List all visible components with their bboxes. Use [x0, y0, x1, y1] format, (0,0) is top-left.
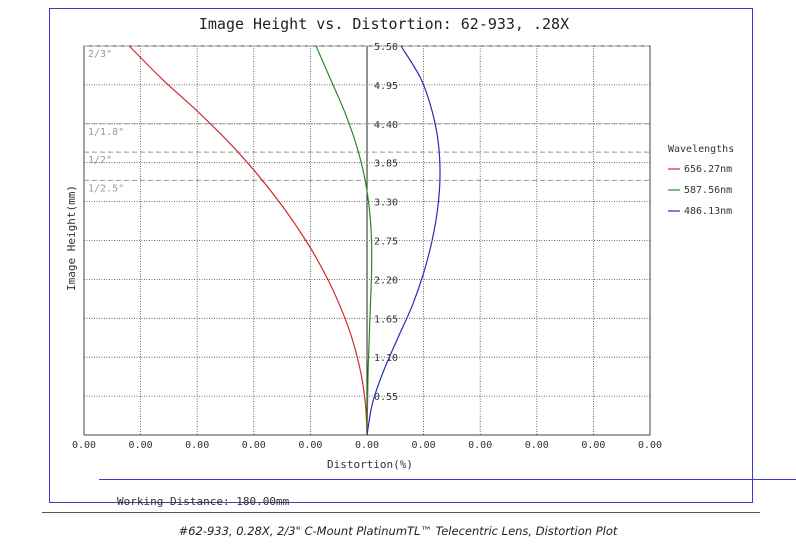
- x-tick-label: 0.00: [581, 440, 605, 451]
- sensor-marker-label: 1/1.8": [88, 127, 124, 138]
- y-tick-label: 2.20: [374, 275, 398, 286]
- legend-title: Wavelengths: [668, 144, 734, 155]
- x-tick-label: 0.00: [129, 440, 153, 451]
- y-tick-label: 1.65: [374, 314, 398, 325]
- y-tick-label: 4.40: [374, 120, 398, 131]
- working-distance-box: Working Distance: 180.00mm: [99, 479, 796, 513]
- y-tick-label: 2.75: [374, 237, 398, 248]
- y-tick-label: 3.85: [374, 159, 398, 170]
- x-tick-label: 0.00: [468, 440, 492, 451]
- figure-caption: #62-933, 0.28X, 2/3" C-Mount PlatinumTL™…: [178, 524, 618, 538]
- series-line-656.27nm: [128, 45, 368, 436]
- x-tick-label: 0.00: [242, 440, 266, 451]
- x-tick-label: 0.00: [298, 440, 322, 451]
- x-axis-label: Distortion(%): [327, 458, 413, 470]
- plot-frame: Working Distance: 180.00mm: [49, 8, 796, 508]
- legend-label: 656.27nm: [684, 164, 732, 175]
- x-tick-label: 0.00: [355, 440, 379, 451]
- x-tick-label: 0.00: [72, 440, 96, 451]
- y-tick-label: 0.55: [374, 392, 398, 403]
- sensor-marker-label: 1/2": [88, 155, 112, 166]
- y-tick-label: 3.30: [374, 198, 398, 209]
- y-axis-label: Image Height(mm): [65, 185, 78, 291]
- caption-divider: [42, 512, 760, 513]
- working-distance-label: Working Distance: 180.00mm: [117, 495, 290, 508]
- series-line-587.56nm: [315, 45, 373, 436]
- legend-label: 486.13nm: [684, 206, 732, 217]
- legend-label: 587.56nm: [684, 185, 732, 196]
- distortion-chart: Image Height vs. Distortion: 62-933, .28…: [65, 15, 734, 470]
- y-tick-label: 5.50: [374, 42, 398, 53]
- x-tick-label: 0.00: [638, 440, 662, 451]
- sensor-marker-label: 1/2.5": [88, 183, 124, 194]
- y-tick-label: 1.10: [374, 353, 398, 364]
- y-tick-label: 4.95: [374, 81, 398, 92]
- chart-title: Image Height vs. Distortion: 62-933, .28…: [199, 15, 569, 33]
- sensor-marker-label: 2/3": [88, 49, 112, 60]
- x-tick-label: 0.00: [525, 440, 549, 451]
- series-line-486.13nm: [366, 45, 441, 436]
- x-tick-label: 0.00: [412, 440, 436, 451]
- x-tick-label: 0.00: [185, 440, 209, 451]
